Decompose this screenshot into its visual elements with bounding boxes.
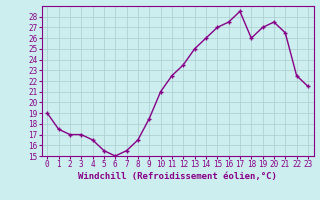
X-axis label: Windchill (Refroidissement éolien,°C): Windchill (Refroidissement éolien,°C)	[78, 172, 277, 181]
